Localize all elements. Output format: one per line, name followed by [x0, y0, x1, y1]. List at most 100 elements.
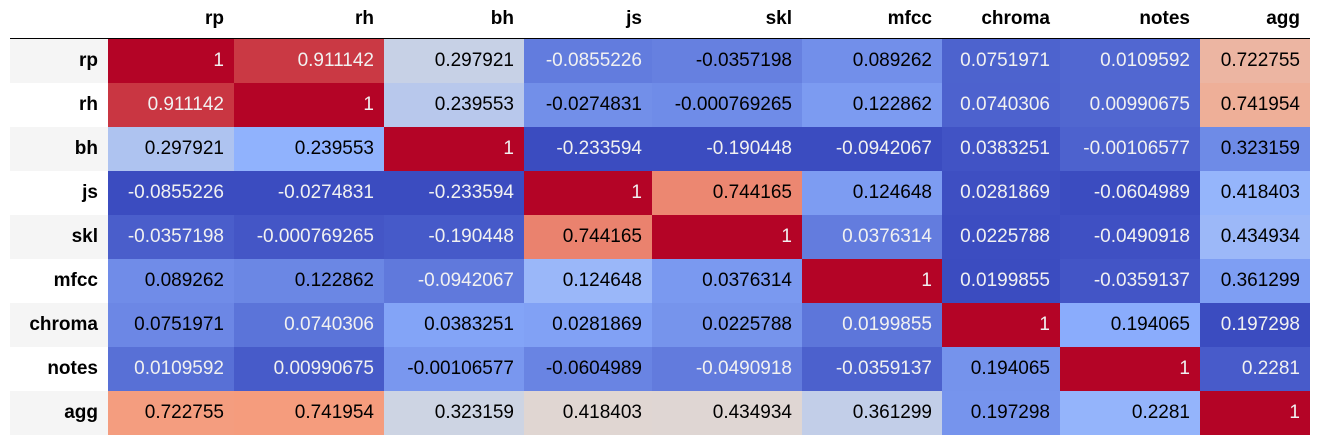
heatmap-cell: 0.0376314 — [802, 215, 942, 259]
heatmap-cell: 0.323159 — [384, 391, 524, 435]
heatmap-cell: 0.0383251 — [942, 127, 1060, 171]
row-header-rh: rh — [10, 83, 108, 127]
heatmap-cell: 0.0109592 — [1060, 38, 1200, 83]
heatmap-cell: -0.190448 — [652, 127, 802, 171]
heatmap-cell: 0.2281 — [1060, 391, 1200, 435]
heatmap-cell: 0.744165 — [524, 215, 652, 259]
heatmap-cell: 0.2281 — [1200, 347, 1310, 391]
heatmap-cell: 0.323159 — [1200, 127, 1310, 171]
heatmap-cell: -0.233594 — [524, 127, 652, 171]
column-header-js: js — [626, 8, 642, 29]
column-header-notes: notes — [1139, 8, 1190, 29]
table-row: rp 1 0.911142 0.297921 -0.0855226 -0.0357198 0… — [10, 38, 1310, 83]
heatmap-cell: -0.0604989 — [1060, 171, 1200, 215]
table-row: bh 0.297921 0.239553 1 -0.233594 -0.190448 -0.… — [10, 127, 1310, 171]
heatmap-cell: -0.0357198 — [108, 215, 234, 259]
row-header-agg: agg — [10, 391, 108, 435]
column-header: rp rh bh js skl mfcc chroma notes agg — [10, 0, 1310, 39]
heatmap-cell: 0.911142 — [108, 83, 234, 127]
heatmap-cell: 0.722755 — [1200, 38, 1310, 83]
heatmap-cell: 1 — [1060, 347, 1200, 391]
column-header-bh: bh — [490, 8, 514, 29]
heatmap-cell: 0.0281869 — [524, 303, 652, 347]
table-row: chroma 0.0751971 0.0740306 0.0383251 0.02818… — [10, 303, 1310, 347]
heatmap-cell: 0.0740306 — [942, 83, 1060, 127]
heatmap-cell: 0.239553 — [384, 83, 524, 127]
heatmap-cell: 0.434934 — [652, 391, 802, 435]
table-body: rp 1 0.911142 0.297921 -0.0855226 -0.0357198 0… — [10, 38, 1310, 435]
row-header-skl: skl — [10, 215, 108, 259]
column-header-rp: rp — [205, 8, 224, 29]
row-header-chroma: chroma — [10, 303, 108, 347]
row-header-notes: notes — [10, 347, 108, 391]
heatmap-cell: 0.124648 — [524, 259, 652, 303]
table-row: skl -0.0357198 -0.000769265 -0.190448 0.7441… — [10, 215, 1310, 259]
heatmap-cell: 1 — [652, 215, 802, 259]
heatmap-cell: 0.0751971 — [108, 303, 234, 347]
row-header-mfcc: mfcc — [10, 259, 108, 303]
heatmap-cell: 0.122862 — [802, 83, 942, 127]
heatmap-cell: 0.744165 — [652, 171, 802, 215]
heatmap-cell: 0.0281869 — [942, 171, 1060, 215]
row-header-rp: rp — [10, 38, 108, 83]
heatmap-cell: 0.0225788 — [942, 215, 1060, 259]
heatmap-cell: 0.297921 — [108, 127, 234, 171]
column-header-rh: rh — [355, 8, 374, 29]
heatmap-cell: -0.233594 — [384, 171, 524, 215]
heatmap-cell: 1 — [108, 38, 234, 83]
heatmap-cell: 0.089262 — [108, 259, 234, 303]
heatmap-cell: -0.0357198 — [652, 38, 802, 83]
column-header-mfcc: mfcc — [887, 8, 932, 29]
heatmap-cell: 1 — [942, 303, 1060, 347]
heatmap-cell: -0.00106577 — [384, 347, 524, 391]
heatmap-cell: 0.239553 — [234, 127, 384, 171]
heatmap-cell: 0.0199855 — [942, 259, 1060, 303]
heatmap-cell: -0.0855226 — [524, 38, 652, 83]
heatmap-cell: 0.0740306 — [234, 303, 384, 347]
heatmap-cell: 0.418403 — [524, 391, 652, 435]
heatmap-cell: 1 — [234, 83, 384, 127]
table-row: js -0.0855226 -0.0274831 -0.233594 1 0.744165… — [10, 171, 1310, 215]
heatmap-cell: 0.089262 — [802, 38, 942, 83]
heatmap-cell: 0.194065 — [942, 347, 1060, 391]
heatmap-cell: 0.361299 — [1200, 259, 1310, 303]
heatmap-cell: 0.361299 — [802, 391, 942, 435]
heatmap-cell: 0.124648 — [802, 171, 942, 215]
correlation-matrix-table: rp rh bh js skl mfcc chroma notes agg rp 1 0.91114… — [10, 0, 1310, 435]
heatmap-cell: 0.0383251 — [384, 303, 524, 347]
heatmap-cell: -0.0274831 — [524, 83, 652, 127]
heatmap-cell: -0.0604989 — [524, 347, 652, 391]
index-corner — [10, 0, 108, 39]
heatmap-cell: 0.911142 — [234, 38, 384, 83]
heatmap-cell: 0.00990675 — [234, 347, 384, 391]
heatmap-cell: 0.197298 — [942, 391, 1060, 435]
header-row: rp rh bh js skl mfcc chroma notes agg — [10, 0, 1310, 39]
heatmap-cell: 0.194065 — [1060, 303, 1200, 347]
heatmap-cell: 0.197298 — [1200, 303, 1310, 347]
table-row: rh 0.911142 1 0.239553 -0.0274831 -0.00076926… — [10, 83, 1310, 127]
table-row: notes 0.0109592 0.00990675 -0.00106577 -0.06… — [10, 347, 1310, 391]
table-row: agg 0.722755 0.741954 0.323159 0.418403 0.434… — [10, 391, 1310, 435]
heatmap-cell: -0.0359137 — [802, 347, 942, 391]
heatmap-cell: -0.0490918 — [652, 347, 802, 391]
heatmap-cell: 0.0225788 — [652, 303, 802, 347]
heatmap-cell: 0.434934 — [1200, 215, 1310, 259]
heatmap-cell: 1 — [524, 171, 652, 215]
heatmap-cell: 0.0199855 — [802, 303, 942, 347]
heatmap-cell: 0.0376314 — [652, 259, 802, 303]
heatmap-cell: -0.000769265 — [234, 215, 384, 259]
heatmap-cell: -0.190448 — [384, 215, 524, 259]
row-header-js: js — [10, 171, 108, 215]
heatmap-cell: 0.0109592 — [108, 347, 234, 391]
heatmap-cell: -0.000769265 — [652, 83, 802, 127]
row-header-bh: bh — [10, 127, 108, 171]
table-row: mfcc 0.089262 0.122862 -0.0942067 0.124648 0.… — [10, 259, 1310, 303]
heatmap-cell: -0.0942067 — [384, 259, 524, 303]
heatmap-cell: 1 — [1200, 391, 1310, 435]
heatmap-cell: 0.297921 — [384, 38, 524, 83]
heatmap-cell: -0.0942067 — [802, 127, 942, 171]
heatmap-cell: 0.722755 — [108, 391, 234, 435]
column-header-agg: agg — [1266, 8, 1300, 29]
heatmap-cell: -0.0855226 — [108, 171, 234, 215]
heatmap-cell: 0.00990675 — [1060, 83, 1200, 127]
